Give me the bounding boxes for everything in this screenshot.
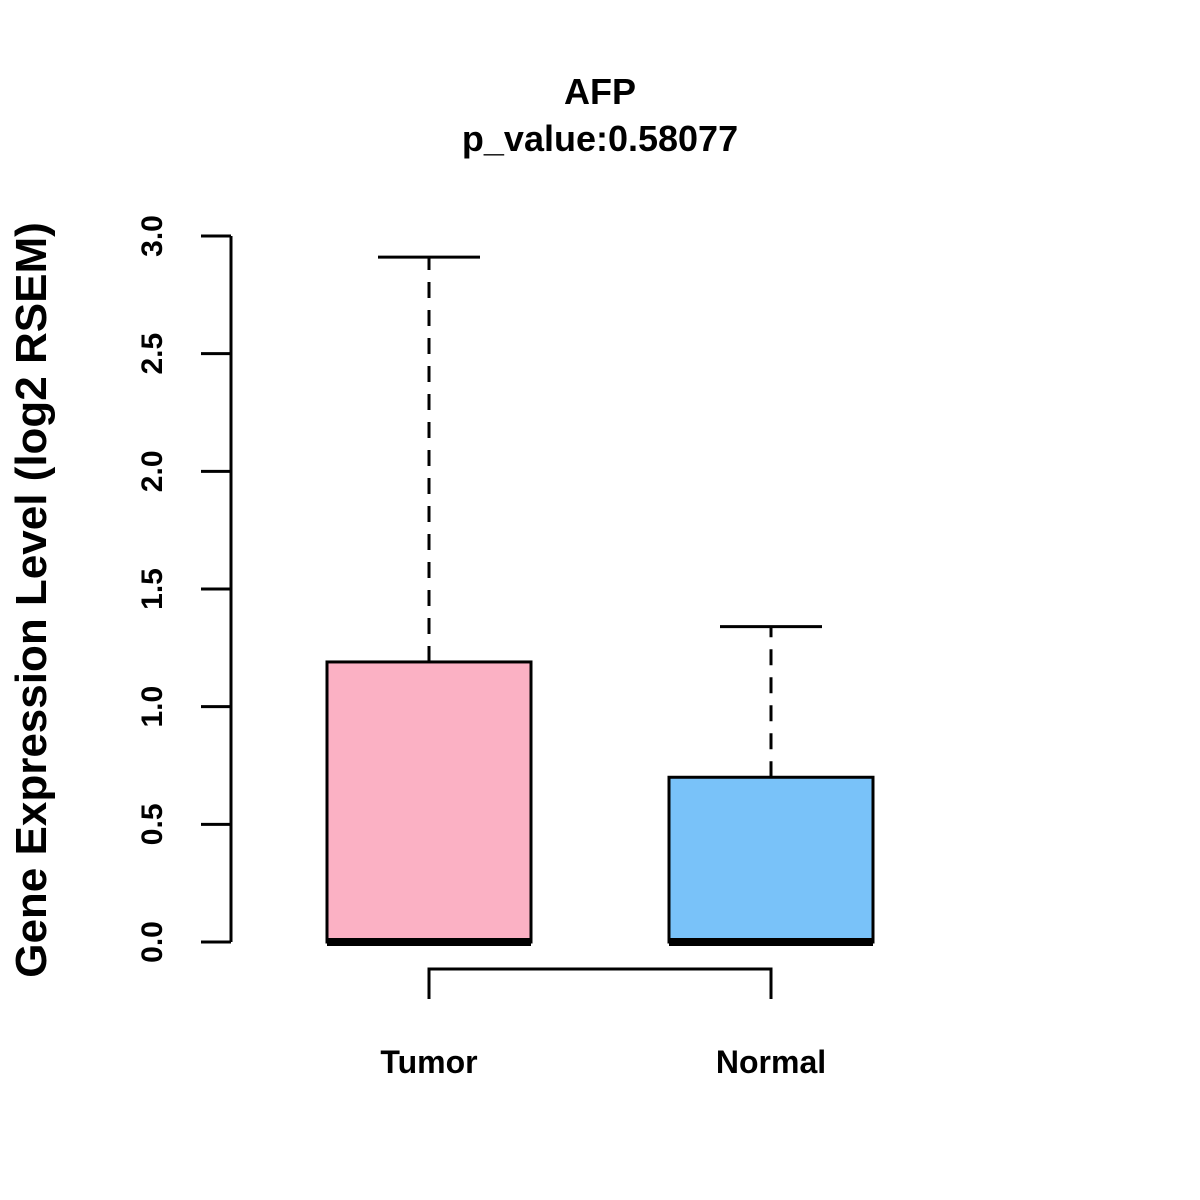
category-labels: Tumor Normal	[380, 1044, 826, 1080]
box-group	[325, 255, 875, 946]
y-tick-label: 3.0	[136, 215, 169, 257]
y-axis: 0.0 0.5 1.0 1.5 2.0 2.5 3.0	[136, 215, 233, 963]
box-tumor	[325, 255, 533, 946]
y-tick-label: 0.0	[136, 921, 169, 963]
y-tick-label: 2.5	[136, 333, 169, 375]
y-tick-label: 2.0	[136, 450, 169, 492]
chart-subtitle: p_value:0.58077	[462, 118, 738, 159]
category-label-tumor: Tumor	[380, 1044, 477, 1080]
box-body	[667, 775, 875, 944]
y-tick-label: 1.5	[136, 568, 169, 610]
chart-title: AFP	[564, 71, 636, 112]
comparison-bracket	[427, 967, 773, 999]
bracket-line	[427, 967, 773, 999]
box-normal	[667, 625, 875, 946]
box-body	[325, 660, 533, 944]
y-tick-label: 0.5	[136, 803, 169, 845]
category-label-normal: Normal	[716, 1044, 826, 1080]
y-axis-label: Gene Expression Level (log2 RSEM)	[7, 222, 56, 978]
y-tick-label: 1.0	[136, 686, 169, 728]
